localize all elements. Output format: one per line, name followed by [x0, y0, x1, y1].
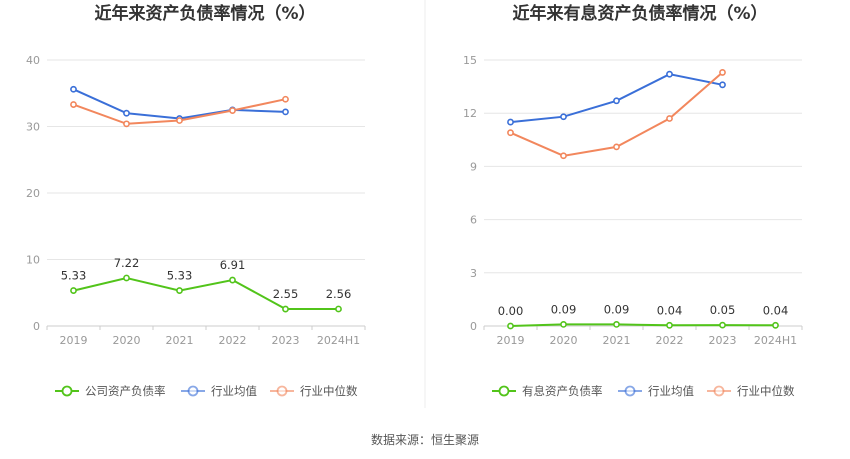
y-tick-label: 3: [470, 267, 477, 280]
data-point: [613, 321, 620, 328]
data-label: 5.33: [167, 269, 193, 283]
data-point: [719, 81, 726, 89]
data-point: [70, 287, 77, 294]
data-point: [282, 305, 289, 313]
legend-marker: [713, 385, 725, 397]
data-label: 6.91: [220, 258, 246, 272]
data-source: 数据来源：恒生聚源: [370, 433, 479, 447]
y-tick-label: 9: [470, 160, 477, 173]
legend-label: 行业中位数: [737, 384, 795, 398]
data-point: [282, 108, 289, 116]
data-point: [613, 97, 620, 105]
data-label: 0.00: [498, 304, 524, 318]
data-label: 5.33: [61, 269, 87, 283]
data-label: 0.09: [551, 302, 577, 316]
x-tick-label: 2021: [603, 334, 631, 347]
data-point: [335, 305, 342, 313]
legend-marker: [276, 385, 288, 397]
x-tick-label: 2019: [497, 334, 525, 347]
series-line-company: [510, 323, 776, 327]
data-point: [560, 113, 567, 121]
data-point: [719, 321, 726, 329]
series-line-industry-median: [510, 71, 724, 157]
x-tick-label: 2023: [709, 334, 737, 347]
series-line-company: [73, 276, 339, 310]
data-label: 7.22: [114, 256, 140, 270]
legend-marker: [498, 385, 510, 397]
data-label: 0.09: [604, 302, 630, 316]
y-tick-label: 10: [26, 254, 40, 267]
data-point: [666, 321, 673, 329]
data-label: 0.04: [657, 303, 683, 317]
data-point: [70, 85, 77, 93]
data-point: [123, 274, 130, 282]
x-tick-label: 2023: [272, 334, 300, 347]
x-tick-label: 2022: [219, 334, 247, 347]
y-tick-label: 20: [26, 187, 40, 200]
legend-label: 行业均值: [648, 384, 694, 398]
data-point: [229, 107, 236, 114]
x-tick-label: 2024H1: [754, 334, 797, 347]
chart-title: 近年来资产负债率情况（%）: [94, 3, 315, 24]
data-point: [229, 276, 236, 284]
data-point: [507, 129, 514, 137]
x-tick-label: 2020: [113, 334, 141, 347]
legend-label: 行业均值: [211, 384, 257, 398]
data-point: [560, 152, 567, 160]
y-tick-label: 12: [463, 107, 477, 120]
data-point: [772, 321, 779, 329]
legend-marker: [187, 385, 199, 397]
x-tick-label: 2019: [60, 334, 88, 347]
data-point: [719, 69, 726, 76]
data-point: [123, 109, 130, 117]
y-tick-label: 40: [26, 54, 40, 67]
y-tick-label: 15: [463, 54, 477, 67]
x-tick-label: 2024H1: [317, 334, 360, 347]
y-tick-label: 30: [26, 121, 40, 134]
data-point: [560, 321, 567, 328]
y-tick-label: 0: [33, 320, 40, 333]
data-point: [507, 118, 514, 126]
legend-marker: [624, 385, 636, 397]
data-label: 0.04: [763, 303, 789, 317]
data-point: [176, 117, 183, 124]
chart-title: 近年来有息资产负债率情况（%）: [512, 3, 767, 24]
x-tick-label: 2020: [550, 334, 578, 347]
data-point: [123, 120, 130, 128]
series-line-industry-average: [73, 88, 286, 120]
legend-label: 有息资产负债率: [522, 384, 603, 398]
data-label: 2.56: [326, 287, 352, 301]
data-point: [666, 70, 673, 78]
data-point: [666, 115, 673, 122]
legend-label: 行业中位数: [300, 384, 358, 398]
y-tick-label: 0: [470, 320, 477, 333]
data-label: 0.05: [710, 303, 736, 317]
x-tick-label: 2022: [656, 334, 684, 347]
legend-label: 公司资产负债率: [85, 384, 166, 398]
data-point: [70, 101, 77, 108]
data-label: 2.55: [273, 287, 299, 301]
y-tick-label: 6: [470, 214, 477, 227]
data-point: [507, 322, 514, 330]
data-point: [613, 143, 620, 151]
data-point: [176, 287, 183, 294]
x-tick-label: 2021: [166, 334, 194, 347]
legend-marker: [61, 385, 73, 397]
data-point: [282, 95, 289, 103]
